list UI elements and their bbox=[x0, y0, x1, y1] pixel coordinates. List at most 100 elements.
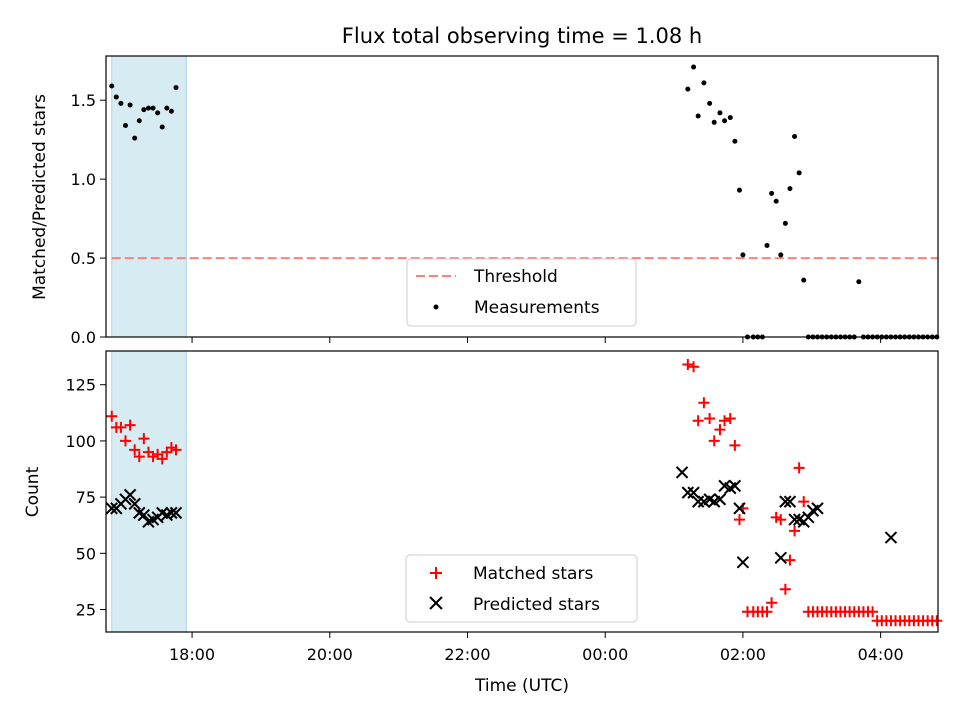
measurement-point bbox=[164, 105, 170, 111]
matched-star-point bbox=[138, 433, 150, 445]
x-axis-ticks-bottom: 18:00 20:00 22:00 00:00 02:00 04:00 bbox=[169, 632, 904, 664]
matched-star-point bbox=[784, 554, 796, 566]
x-tick-label: 04:00 bbox=[858, 645, 904, 664]
highlight-interval-bottom bbox=[111, 350, 187, 633]
predicted-star-point bbox=[165, 506, 178, 520]
legend-measurements-swatch bbox=[433, 304, 439, 310]
legend-top-box bbox=[406, 258, 637, 327]
matched-star-point bbox=[729, 439, 741, 451]
matched-star-point bbox=[779, 583, 791, 595]
predicted-star-point bbox=[137, 508, 151, 522]
predicted-star-point bbox=[128, 497, 141, 511]
measurement-point bbox=[727, 115, 733, 121]
measurement-point bbox=[717, 110, 723, 116]
measurement-point bbox=[118, 100, 124, 106]
measurement-point bbox=[732, 138, 738, 144]
measurement-point bbox=[173, 85, 179, 91]
matched-star-point bbox=[761, 606, 773, 618]
matched-star-point bbox=[733, 514, 745, 526]
matched-star-point bbox=[719, 415, 731, 427]
x-tick-label: 18:00 bbox=[169, 645, 215, 664]
predicted-star-points bbox=[105, 466, 898, 569]
predicted-star-point bbox=[811, 502, 824, 515]
matched-star-point bbox=[115, 421, 127, 433]
top-panel: 0.0 0.5 1.0 1.5 Matched/Predicted stars Thr… bbox=[30, 55, 940, 347]
measurement-point bbox=[722, 118, 728, 124]
matched-star-point bbox=[129, 444, 141, 456]
predicted-star-point bbox=[713, 493, 727, 506]
x-axis-label: Time (UTC) bbox=[474, 676, 569, 696]
matched-star-point bbox=[798, 496, 810, 508]
matched-star-point bbox=[775, 514, 787, 526]
measurement-point bbox=[136, 118, 142, 124]
predicted-star-point bbox=[105, 502, 118, 515]
measurement-point bbox=[856, 279, 862, 285]
predicted-star-point bbox=[788, 513, 801, 526]
matched-star-point bbox=[170, 444, 182, 456]
measurement-point bbox=[711, 119, 717, 125]
measurement-point bbox=[127, 102, 133, 108]
measurement-point bbox=[740, 252, 746, 258]
y-tick-label: 125 bbox=[65, 376, 96, 395]
legend-matched-swatch bbox=[430, 567, 442, 579]
x-tick-label: 00:00 bbox=[582, 645, 628, 664]
top-plot-frame bbox=[105, 55, 939, 338]
measurement-point bbox=[701, 80, 707, 86]
y-tick-label: 25 bbox=[76, 601, 96, 620]
measurement-point bbox=[695, 113, 701, 119]
predicted-star-point bbox=[169, 506, 183, 520]
legend-threshold-label: Threshold bbox=[473, 267, 558, 287]
y-tick-label: 50 bbox=[76, 544, 96, 563]
matched-star-point bbox=[698, 397, 710, 409]
x-tick-label: 20:00 bbox=[307, 645, 353, 664]
predicted-star-point bbox=[783, 495, 797, 508]
measurement-point bbox=[792, 134, 798, 140]
matched-star-point bbox=[156, 453, 168, 465]
legend-bottom: Matched stars Predicted stars bbox=[405, 554, 638, 623]
legend-predicted-swatch bbox=[429, 596, 443, 610]
matched-star-point bbox=[124, 419, 136, 431]
measurement-point bbox=[787, 186, 793, 192]
matched-star-point bbox=[931, 615, 943, 627]
matched-star-point bbox=[766, 597, 778, 609]
matched-star-point bbox=[789, 525, 801, 537]
y-tick-label: 0.0 bbox=[71, 328, 96, 347]
y-axis-label-bottom: Count bbox=[23, 466, 43, 517]
measurement-point bbox=[141, 107, 147, 113]
measurement-point bbox=[113, 94, 119, 100]
predicted-star-point bbox=[728, 479, 742, 493]
measurement-point bbox=[168, 108, 174, 114]
matched-star-point bbox=[714, 424, 726, 436]
legend-measurements-label: Measurements bbox=[474, 298, 600, 318]
bottom-panel: 25 50 75 100 125 18:00 20:00 22:00 00:00 02:00 04… bbox=[23, 350, 943, 696]
matched-star-point bbox=[682, 358, 694, 370]
matched-star-points bbox=[106, 358, 943, 627]
measurement-point bbox=[132, 135, 138, 141]
predicted-star-point bbox=[779, 495, 792, 508]
measurement-point bbox=[155, 110, 161, 116]
matched-star-point bbox=[120, 435, 132, 447]
predicted-star-point bbox=[681, 486, 695, 499]
matched-star-point bbox=[106, 410, 118, 422]
x-tick-label: 22:00 bbox=[444, 645, 490, 664]
measurement-point bbox=[778, 252, 784, 258]
predicted-star-point bbox=[687, 486, 700, 499]
measurement-point bbox=[782, 220, 788, 226]
measurement-point bbox=[691, 64, 697, 70]
measurement-point bbox=[707, 100, 713, 106]
matched-star-point bbox=[692, 415, 704, 427]
y-tick-label: 100 bbox=[65, 432, 96, 451]
legend-predicted-label: Predicted stars bbox=[473, 595, 600, 615]
measurement-point bbox=[685, 86, 691, 92]
measurement-point bbox=[150, 105, 156, 111]
predicted-star-point bbox=[691, 495, 705, 508]
measurement-point bbox=[109, 83, 115, 89]
predicted-star-point bbox=[884, 531, 898, 544]
measurement-points bbox=[109, 64, 940, 340]
measurement-point bbox=[773, 198, 779, 204]
matched-star-point bbox=[867, 606, 879, 618]
measurement-point bbox=[764, 242, 770, 248]
measurement-point bbox=[769, 190, 775, 196]
y-tick-label: 75 bbox=[76, 488, 96, 507]
